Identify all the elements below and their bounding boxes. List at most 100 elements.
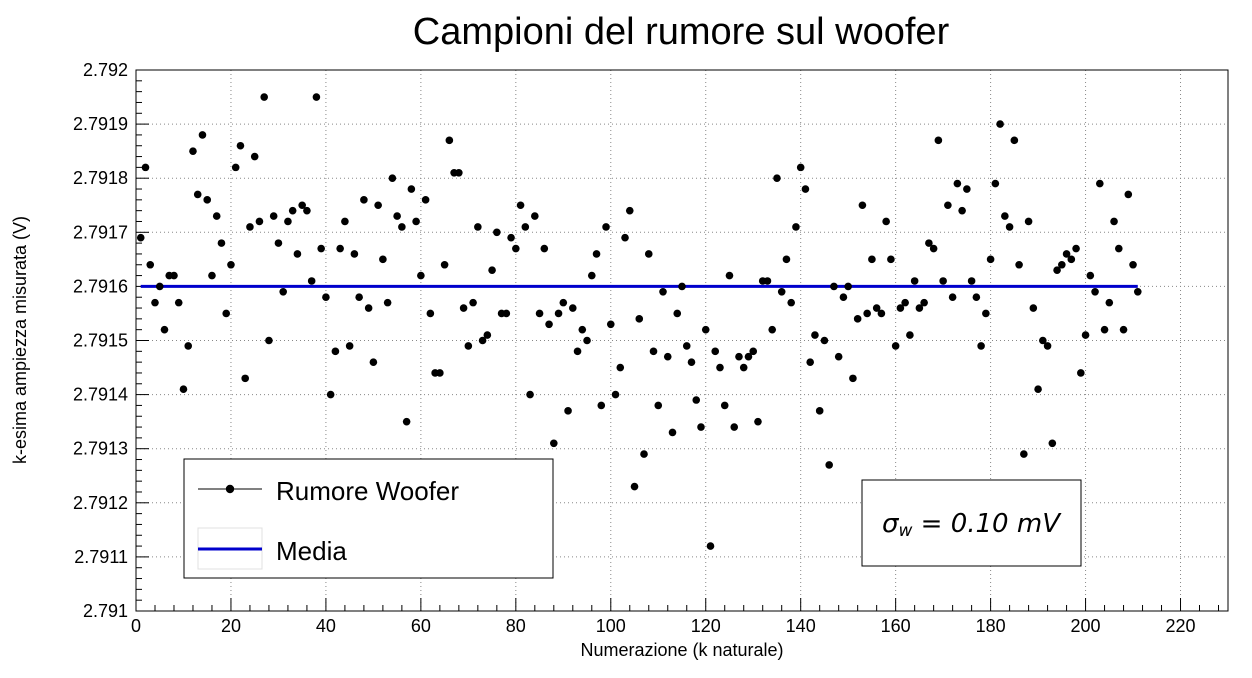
data-point bbox=[882, 217, 890, 226]
data-point bbox=[421, 196, 430, 204]
data-point bbox=[739, 363, 748, 372]
data-point bbox=[725, 271, 734, 280]
annotation-box bbox=[861, 479, 1082, 567]
data-point bbox=[929, 244, 938, 253]
data-point bbox=[516, 201, 525, 210]
data-point bbox=[417, 271, 425, 280]
data-point bbox=[687, 358, 696, 366]
data-point bbox=[720, 401, 729, 410]
data-point bbox=[673, 309, 682, 318]
data-point bbox=[953, 179, 962, 188]
data-point bbox=[910, 277, 919, 285]
data-point bbox=[374, 201, 382, 210]
y-axis-title: k-esima ampiezza misurata (V) bbox=[10, 216, 30, 464]
data-point bbox=[773, 174, 781, 182]
legend-box bbox=[183, 458, 554, 579]
data-point bbox=[170, 271, 178, 280]
data-point bbox=[274, 239, 283, 247]
data-point bbox=[136, 233, 145, 242]
data-point bbox=[1024, 217, 1033, 226]
data-point bbox=[231, 163, 240, 172]
data-point bbox=[697, 423, 705, 431]
chart-title: Campioni del rumore sul woofer bbox=[413, 11, 950, 53]
data-point bbox=[141, 163, 150, 172]
data-point bbox=[920, 298, 928, 307]
data-point bbox=[265, 336, 273, 345]
x-tick-label: 120 bbox=[691, 616, 721, 636]
data-point bbox=[350, 250, 359, 258]
legend-label-rumore-woofer: Rumore Woofer bbox=[276, 476, 459, 506]
data-point bbox=[815, 407, 824, 415]
data-point bbox=[388, 174, 397, 182]
data-point bbox=[184, 342, 193, 350]
data-point bbox=[635, 315, 644, 323]
data-layer bbox=[136, 93, 1142, 550]
data-point bbox=[317, 244, 325, 253]
data-point bbox=[1058, 260, 1066, 269]
data-point bbox=[526, 390, 534, 399]
data-point bbox=[402, 417, 411, 426]
data-point bbox=[307, 277, 316, 285]
data-point bbox=[711, 347, 720, 356]
data-point bbox=[787, 298, 795, 307]
data-point bbox=[630, 482, 639, 491]
data-point bbox=[569, 304, 577, 312]
data-point bbox=[440, 260, 449, 269]
data-point bbox=[616, 363, 625, 372]
y-tick-label: 2.7919 bbox=[73, 114, 128, 134]
data-point bbox=[208, 271, 216, 280]
data-point bbox=[445, 136, 454, 145]
data-point bbox=[649, 347, 658, 356]
data-point bbox=[355, 293, 363, 302]
data-point bbox=[393, 212, 401, 220]
data-point bbox=[455, 168, 463, 177]
data-point bbox=[682, 342, 691, 350]
data-point bbox=[469, 298, 477, 307]
data-point bbox=[512, 244, 520, 253]
data-point bbox=[1043, 342, 1052, 350]
data-point bbox=[1010, 136, 1019, 145]
x-tick-label: 20 bbox=[221, 616, 241, 636]
data-point bbox=[967, 277, 976, 285]
x-tick-label: 40 bbox=[316, 616, 336, 636]
data-point bbox=[896, 304, 905, 312]
data-point bbox=[559, 298, 568, 307]
y-tick-label: 2.7918 bbox=[73, 168, 128, 188]
data-point bbox=[322, 293, 330, 302]
x-tick-label: 0 bbox=[131, 616, 141, 636]
data-point bbox=[398, 223, 406, 231]
data-point bbox=[839, 293, 848, 302]
data-point bbox=[1124, 190, 1133, 199]
data-point bbox=[212, 212, 221, 220]
data-point bbox=[1091, 288, 1099, 296]
data-point bbox=[768, 325, 777, 334]
data-point bbox=[668, 428, 677, 437]
data-point bbox=[1081, 331, 1090, 339]
data-point bbox=[151, 298, 159, 307]
legend-marker-dot bbox=[225, 484, 235, 494]
data-point bbox=[1115, 244, 1123, 253]
data-point bbox=[996, 120, 1004, 128]
y-tick-label: 2.7911 bbox=[74, 547, 128, 567]
data-point bbox=[1077, 369, 1085, 377]
data-point bbox=[554, 309, 563, 318]
data-point bbox=[236, 141, 245, 150]
data-point bbox=[521, 223, 530, 231]
data-point bbox=[288, 206, 297, 215]
data-point bbox=[341, 217, 349, 226]
data-point bbox=[744, 352, 753, 361]
y-tick-label: 2.792 bbox=[83, 60, 128, 80]
data-point bbox=[203, 196, 212, 204]
data-point bbox=[796, 163, 805, 172]
y-tick-label: 2.7912 bbox=[73, 493, 128, 513]
data-point bbox=[583, 336, 591, 345]
data-point bbox=[792, 223, 800, 231]
data-point bbox=[1039, 336, 1047, 345]
data-point bbox=[716, 363, 724, 372]
data-point bbox=[412, 217, 420, 226]
data-point bbox=[606, 320, 615, 329]
sigma-annotation-text: σw = 0.10 mV bbox=[882, 509, 1062, 541]
data-point bbox=[982, 309, 990, 318]
data-point bbox=[246, 223, 254, 231]
data-point bbox=[383, 298, 392, 307]
